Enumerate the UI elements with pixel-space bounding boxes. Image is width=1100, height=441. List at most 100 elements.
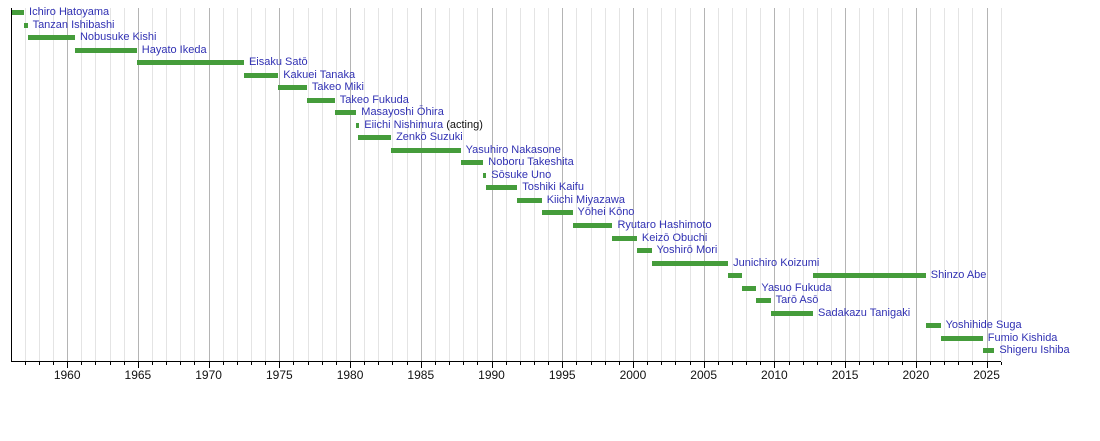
- gridline: [180, 8, 182, 361]
- gridline: [265, 8, 267, 361]
- axis-tick: [689, 362, 691, 365]
- person-name-link[interactable]: Masayoshi Ōhira: [361, 106, 444, 119]
- timeline-bar: [651, 260, 729, 266]
- axis-tick: [661, 362, 663, 365]
- gridline: [661, 8, 663, 361]
- gridline: [67, 8, 69, 361]
- gridline: [463, 8, 465, 361]
- person-name-link[interactable]: Nobusuke Kishi: [79, 31, 157, 44]
- timeline-label[interactable]: Fumio Kishida: [987, 331, 1058, 344]
- gridline: [887, 8, 889, 361]
- axis-tick-label: 1980: [336, 368, 364, 382]
- timeline-bar: [74, 47, 137, 53]
- timeline-bar: [12, 10, 25, 15]
- person-name-link[interactable]: Keizō Obuchi: [641, 231, 708, 244]
- person-name-link[interactable]: Takeo Fukuda: [339, 93, 409, 106]
- person-name-link[interactable]: Yoshihide Suga: [945, 319, 1022, 332]
- axis-tick: [364, 362, 366, 365]
- timeline-label[interactable]: Ichiro Hatoyama: [29, 7, 109, 18]
- axis-tick: [873, 362, 875, 365]
- gridline: [533, 8, 535, 361]
- person-name-link[interactable]: Junichiro Koizumi: [733, 256, 820, 269]
- gridline: [449, 8, 451, 361]
- person-name-link[interactable]: Yōhei Kōno: [577, 206, 635, 219]
- person-name-link[interactable]: Tarō Asō: [775, 294, 819, 307]
- person-name-link[interactable]: Sōsuke Uno: [491, 168, 552, 181]
- axis-tick: [251, 362, 253, 365]
- person-name-link[interactable]: Shigeru Ishiba: [999, 344, 1070, 357]
- axis-tick: [1000, 362, 1002, 365]
- timeline-label[interactable]: Hayato Ikeda: [141, 43, 207, 56]
- person-name-link[interactable]: Shinzo Abe: [930, 269, 987, 282]
- timeline-label[interactable]: Eisaku Satō: [249, 57, 308, 68]
- person-name-link[interactable]: Eiichi Nishimura: [364, 118, 444, 131]
- person-name-link[interactable]: Kiichi Miyazawa: [546, 193, 625, 206]
- person-name-link[interactable]: Ichiro Hatoyama: [29, 6, 110, 18]
- timeline-label[interactable]: Sadakazu Tanigaki: [818, 306, 911, 319]
- person-name-link[interactable]: Ryutaro Hashimoto: [617, 219, 712, 231]
- timeline-bar: [483, 172, 487, 178]
- person-name-link[interactable]: Zenkō Suzuki: [396, 131, 463, 144]
- axis-tick: [307, 362, 309, 365]
- timeline-label[interactable]: Sōsuke Uno: [491, 168, 552, 181]
- person-name-link[interactable]: Tanzan Ishibashi: [32, 18, 115, 31]
- person-name-link[interactable]: Yoshirō Mori: [656, 244, 718, 257]
- gridline: [901, 8, 903, 361]
- timeline-label[interactable]: Keizō Obuchi: [641, 231, 708, 244]
- person-name-link[interactable]: Noboru Takeshita: [488, 156, 574, 169]
- timeline-label[interactable]: Tarō Asō: [776, 295, 819, 306]
- timeline-label[interactable]: Zenkō Suzuki: [396, 132, 463, 143]
- timeline-label[interactable]: Ryutaro Hashimoto: [617, 220, 711, 231]
- person-name-link[interactable]: Kakuei Tanaka: [283, 68, 356, 81]
- timeline-label[interactable]: Junichiro Koizumi: [733, 256, 820, 269]
- timeline-label[interactable]: Takeo Miki: [312, 82, 364, 93]
- gridline: [590, 8, 592, 361]
- gridline: [477, 8, 479, 361]
- timeline-label[interactable]: Kiichi Miyazawa: [546, 193, 625, 206]
- gridline: [562, 8, 564, 361]
- gridline: [604, 8, 606, 361]
- gridline: [53, 8, 55, 361]
- timeline-label[interactable]: Yoshirō Mori: [657, 245, 718, 256]
- timeline-label[interactable]: Yasuhiro Nakasone: [465, 143, 561, 156]
- timeline-label[interactable]: Shinzo Abe: [931, 270, 987, 281]
- person-name-link[interactable]: Yasuhiro Nakasone: [465, 143, 561, 156]
- gridline: [576, 8, 578, 361]
- axis-tick: [887, 362, 889, 365]
- axis-tick: [958, 362, 960, 365]
- timeline-label[interactable]: Tanzan Ishibashi: [32, 18, 115, 31]
- timeline-label[interactable]: Kakuei Tanaka: [283, 68, 356, 81]
- axis-tick: [562, 362, 564, 368]
- axis-tick-label: 2000: [619, 368, 647, 382]
- axis-tick: [972, 362, 974, 365]
- timeline-label[interactable]: Yoshihide Suga: [946, 320, 1022, 331]
- person-name-link[interactable]: Sadakazu Tanigaki: [818, 306, 911, 319]
- axis-tick: [647, 362, 649, 365]
- axis-tick: [944, 362, 946, 365]
- timeline-label[interactable]: Yōhei Kōno: [578, 207, 635, 218]
- person-name-link[interactable]: Toshiki Kaifu: [522, 181, 584, 194]
- timeline-label[interactable]: Toshiki Kaifu: [522, 182, 584, 193]
- gridline: [222, 8, 224, 361]
- timeline-label[interactable]: Eiichi Nishimura (acting): [364, 118, 483, 131]
- gridline: [1000, 8, 1002, 361]
- axis-tick: [109, 362, 111, 365]
- gridline: [38, 8, 40, 361]
- person-name-link[interactable]: Takeo Miki: [311, 81, 364, 94]
- timeline-label[interactable]: Noboru Takeshita: [488, 157, 573, 168]
- gridline: [760, 8, 762, 361]
- person-name-link[interactable]: Hayato Ikeda: [141, 43, 207, 56]
- timeline-label[interactable]: Shigeru Ishiba: [999, 345, 1069, 356]
- timeline-label[interactable]: Nobusuke Kishi: [80, 32, 156, 43]
- timeline-label[interactable]: Yasuo Fukuda: [761, 281, 832, 294]
- timeline-label[interactable]: Masayoshi Ōhira: [361, 107, 444, 118]
- person-name-link[interactable]: Yasuo Fukuda: [761, 281, 832, 294]
- gridline: [194, 8, 196, 361]
- person-name-link[interactable]: Fumio Kishida: [987, 331, 1058, 344]
- timeline-label[interactable]: Takeo Fukuda: [339, 93, 409, 106]
- gridline: [109, 8, 111, 361]
- axis-tick: [929, 362, 931, 365]
- axis-tick-label: 1990: [478, 368, 505, 382]
- gridline: [731, 8, 733, 361]
- person-name-link[interactable]: Eisaku Satō: [248, 56, 308, 69]
